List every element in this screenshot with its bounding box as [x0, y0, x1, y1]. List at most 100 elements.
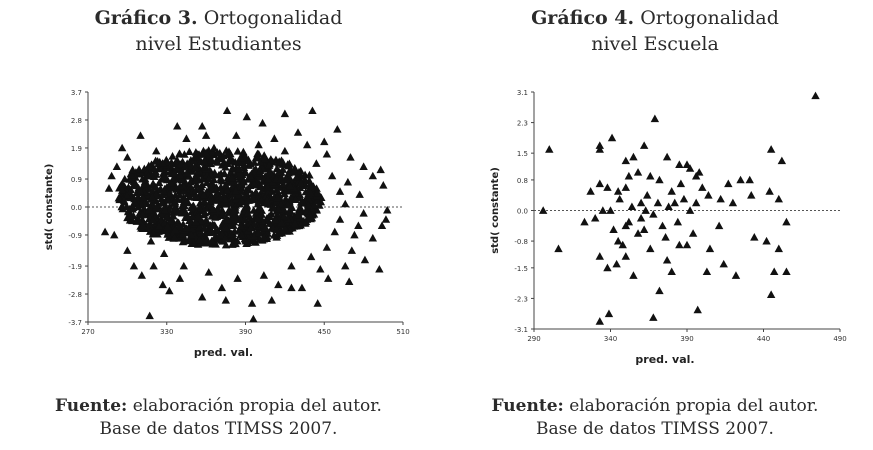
data-point-cloud — [185, 147, 194, 156]
data-point-cloud — [207, 236, 217, 245]
data-point — [379, 181, 388, 189]
data-point — [636, 213, 646, 222]
data-point — [137, 271, 147, 279]
data-point — [633, 229, 643, 237]
data-point — [191, 153, 200, 161]
data-point-cloud — [191, 148, 201, 156]
data-point-cloud — [207, 155, 216, 164]
data-point — [144, 171, 153, 180]
data-point-cloud — [245, 218, 255, 227]
data-point-cloud — [246, 223, 255, 232]
data-point-cloud — [282, 186, 291, 194]
data-point — [368, 233, 378, 242]
data-point-cloud — [291, 195, 300, 204]
data-point-cloud — [154, 222, 164, 230]
chart-title-label: Gráfico 4. — [531, 7, 635, 29]
data-point — [368, 171, 378, 180]
data-point — [595, 179, 604, 188]
data-point — [322, 243, 332, 251]
x-tick-label: 270 — [81, 328, 94, 336]
data-point-cloud — [200, 224, 209, 232]
data-point-cloud — [266, 168, 275, 177]
data-point-cloud — [243, 209, 252, 217]
data-point-cloud — [292, 173, 301, 181]
data-point — [308, 106, 317, 115]
data-point-cloud — [274, 205, 283, 213]
chart-panel-estudiantes: Gráfico 3. Ortogonalidad nivel Estudiant… — [44, 7, 410, 439]
y-tick-label: -1.5 — [514, 265, 528, 273]
data-point-cloud — [313, 196, 322, 205]
data-point-cloud — [126, 204, 135, 213]
data-point-cloud — [296, 166, 305, 175]
data-point — [136, 187, 145, 195]
data-point-cloud — [248, 194, 257, 202]
data-point-cloud — [195, 184, 205, 192]
data-point — [650, 114, 660, 123]
data-point — [322, 149, 332, 158]
data-point — [341, 261, 350, 270]
data-point-cloud — [148, 229, 158, 237]
data-point — [653, 198, 663, 207]
data-point-cloud — [200, 197, 209, 205]
data-point-cloud — [174, 222, 184, 231]
data-point — [646, 171, 655, 180]
data-point-cloud — [138, 193, 147, 201]
data-point — [375, 264, 384, 273]
data-point-cloud — [170, 233, 179, 242]
data-point — [667, 267, 676, 276]
chart-subtitle: nivel Estudiantes — [135, 33, 302, 55]
data-point-cloud — [181, 197, 191, 205]
data-point — [347, 246, 357, 254]
data-point — [613, 236, 623, 245]
data-point — [673, 217, 683, 226]
data-point-cloud — [202, 152, 211, 160]
data-point-cloud — [129, 177, 139, 185]
data-point-cloud — [139, 180, 149, 188]
data-point-cloud — [242, 239, 251, 247]
data-point-cloud — [222, 146, 231, 154]
data-point — [306, 252, 316, 261]
data-point — [774, 194, 783, 203]
data-point — [629, 271, 638, 279]
data-point — [138, 221, 148, 230]
data-point — [586, 187, 595, 195]
x-tick-label: 490 — [833, 335, 846, 343]
data-point — [197, 292, 207, 301]
data-point-cloud — [173, 208, 183, 216]
data-point-cloud — [251, 187, 261, 196]
data-point-cloud — [185, 192, 194, 201]
data-point-cloud — [131, 173, 140, 181]
data-point-cloud — [304, 195, 314, 204]
data-point — [107, 171, 116, 180]
data-point — [381, 215, 391, 223]
data-point — [335, 215, 345, 223]
data-point-cloud — [257, 210, 266, 218]
data-point-cloud — [263, 229, 272, 237]
data-point — [344, 277, 354, 285]
data-point — [731, 271, 741, 279]
data-point — [360, 255, 370, 264]
data-point-cloud — [259, 233, 269, 241]
data-point-cloud — [229, 206, 239, 214]
data-point-cloud — [199, 191, 209, 199]
data-point-cloud — [227, 198, 236, 207]
data-point-cloud — [191, 176, 200, 184]
x-axis-label: pred. val. — [635, 353, 694, 366]
data-point-cloud — [285, 205, 294, 214]
data-point — [323, 274, 333, 282]
data-point — [274, 280, 283, 289]
data-point — [287, 261, 296, 270]
data-point — [343, 177, 353, 186]
data-point — [695, 168, 704, 176]
data-point-cloud — [241, 168, 251, 177]
data-point-cloud — [145, 221, 154, 230]
data-point-cloud — [276, 200, 286, 208]
data-point — [621, 221, 630, 230]
data-point-cloud — [272, 185, 281, 194]
y-tick-label: 0.8 — [517, 177, 528, 185]
data-point-cloud — [242, 202, 251, 211]
data-point-cloud — [309, 182, 318, 190]
data-point-cloud — [200, 158, 210, 166]
data-point-cloud — [240, 215, 249, 224]
